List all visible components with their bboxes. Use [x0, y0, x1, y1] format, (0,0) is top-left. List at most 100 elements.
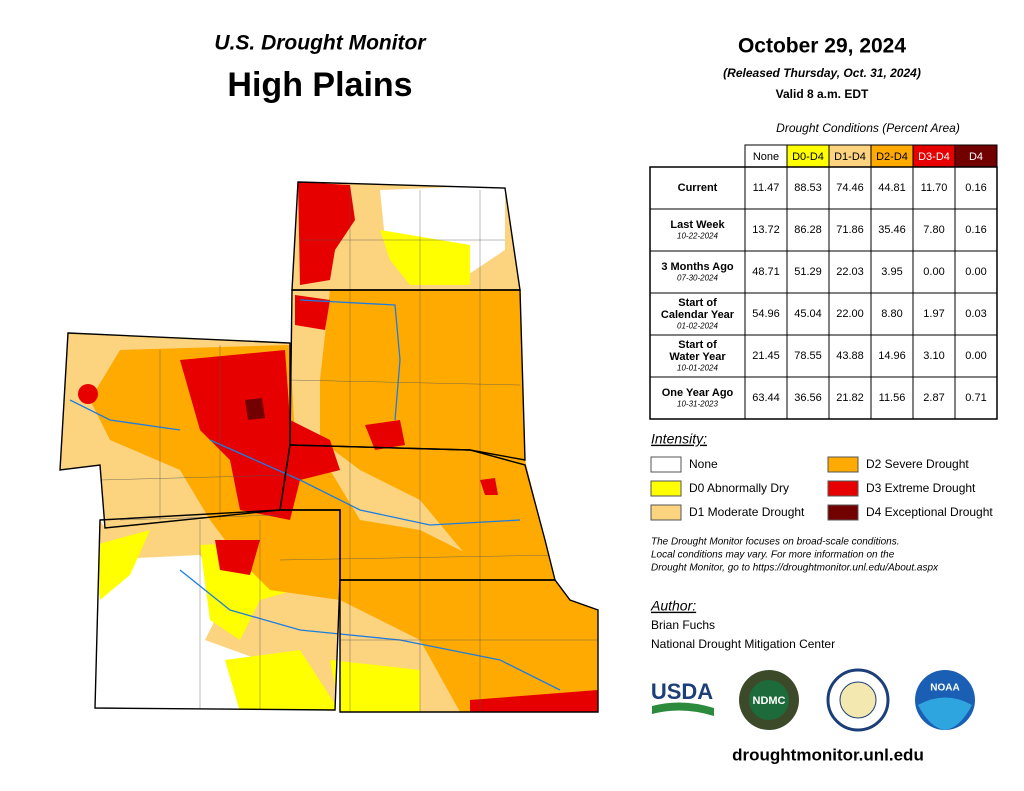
- area-none: [90, 555, 270, 712]
- cell-value: 36.56: [794, 392, 822, 404]
- conditions-table: None D0-D4 D1-D4 D2-D4 D3-D4 D4 Current 11.47 88…: [649, 144, 998, 420]
- usda-swoosh: [652, 702, 714, 716]
- row-date: 01-02-2024: [677, 321, 718, 330]
- state-borders: [59, 181, 599, 713]
- cell-value: 43.88: [836, 350, 864, 362]
- legend-swatch: [827, 480, 859, 497]
- cell-value: 0.00: [965, 350, 986, 362]
- row-label-line: Calendar Year: [661, 309, 735, 321]
- cell-value: 22.00: [836, 308, 864, 320]
- row-label: 3 Months Ago: [661, 261, 734, 273]
- cell-value: 0.00: [965, 266, 986, 278]
- url[interactable]: droughtmonitor.unl.edu: [732, 745, 924, 764]
- cell-value: 35.46: [878, 224, 906, 236]
- cell-value: 74.46: [836, 182, 864, 194]
- cell-value: 86.28: [794, 224, 822, 236]
- cell-value: 63.44: [752, 392, 780, 404]
- author-name: Brian Fuchs: [651, 618, 715, 632]
- row-label-line: Start of: [678, 339, 717, 351]
- cell-value: 45.04: [794, 308, 822, 320]
- note-line: Local conditions may vary. For more info…: [651, 550, 895, 561]
- cell-value: 44.81: [878, 182, 906, 194]
- column-header: D1-D4: [834, 151, 866, 163]
- cell-value: 48.71: [752, 266, 780, 278]
- table-caption: Drought Conditions (Percent Area): [776, 121, 960, 135]
- usda-logo: USDA: [651, 679, 713, 704]
- note: The Drought Monitor focuses on broad-sca…: [651, 537, 939, 574]
- row-date: 10-01-2024: [677, 363, 718, 372]
- legend-label: D3 Extreme Drought: [866, 481, 976, 495]
- row-date: 07-30-2024: [677, 273, 718, 282]
- cell-value: 11.56: [879, 392, 906, 404]
- logos: USDA NDMC NOAA: [651, 668, 975, 732]
- legend-title: Intensity:: [651, 431, 707, 447]
- cell-value: 2.87: [923, 392, 944, 404]
- cell-value: 13.72: [752, 224, 780, 236]
- column-header: D3-D4: [918, 151, 950, 163]
- date: October 29, 2024: [738, 35, 906, 58]
- column-header: None: [753, 151, 779, 163]
- cell-value: 88.53: [794, 182, 822, 194]
- valid-time: Valid 8 a.m. EDT: [776, 87, 869, 101]
- ndmc-logo: NDMC: [753, 695, 786, 707]
- legend-swatch: [650, 480, 682, 497]
- row-label: Last Week: [670, 219, 725, 231]
- area-d2: [320, 290, 555, 580]
- cell-value: 21.82: [836, 392, 864, 404]
- area-d3: [215, 182, 405, 575]
- row-label: Start of Calendar Year: [661, 297, 735, 321]
- note-line: The Drought Monitor focuses on broad-sca…: [651, 537, 899, 548]
- region: High Plains: [227, 66, 412, 104]
- cell-value: 0.16: [965, 182, 986, 194]
- legend-label: D4 Exceptional Drought: [866, 505, 993, 519]
- author-org: National Drought Mitigation Center: [651, 637, 835, 651]
- legend: Intensity: None D0 Abnormally Dry D1 Modera…: [650, 431, 993, 521]
- legend-swatch: [827, 456, 859, 473]
- cell-value: 1.97: [923, 308, 944, 320]
- cell-value: 21.45: [752, 350, 780, 362]
- released: (Released Thursday, Oct. 31, 2024): [723, 66, 921, 80]
- cell-value: 11.70: [921, 182, 948, 194]
- column-header: D4: [969, 151, 983, 163]
- area-d0: [380, 230, 470, 285]
- cell-value: 8.80: [881, 308, 902, 320]
- area-d3: [78, 384, 98, 404]
- commerce-seal-inner: [839, 681, 877, 719]
- cell-value: 71.86: [836, 224, 864, 236]
- area-d4: [245, 398, 265, 420]
- cell-value: 51.29: [794, 266, 822, 278]
- legend-label: None: [689, 457, 718, 471]
- cell-value: 22.03: [836, 266, 864, 278]
- map: [60, 182, 598, 712]
- column-header: D0-D4: [792, 151, 824, 163]
- cell-value: 7.80: [923, 224, 944, 236]
- row-date: 10-31-2023: [677, 399, 718, 408]
- legend-swatch: [650, 456, 682, 473]
- cell-value: 14.96: [878, 350, 906, 362]
- row-label: Start of Water Year: [669, 339, 726, 363]
- column-header: D2-D4: [876, 151, 908, 163]
- cell-value: 11.47: [753, 182, 780, 194]
- cell-value: 0.03: [965, 308, 986, 320]
- cell-value: 3.95: [881, 266, 902, 278]
- cell-value: 3.10: [923, 350, 944, 362]
- legend-swatch: [827, 504, 859, 521]
- cell-value: 78.55: [794, 350, 822, 362]
- noaa-logo: NOAA: [930, 683, 959, 694]
- note-line: Drought Monitor, go to https://droughtmo…: [651, 563, 939, 574]
- legend-label: D2 Severe Drought: [866, 457, 969, 471]
- cell-value: 0.71: [965, 392, 986, 404]
- row-date: 10-22-2024: [677, 231, 718, 240]
- cell-value: 0.16: [965, 224, 986, 236]
- row-label-line: Start of: [678, 297, 717, 309]
- cell-value: 54.96: [752, 308, 780, 320]
- legend-label: D1 Moderate Drought: [689, 505, 805, 519]
- legend-swatch: [650, 504, 682, 521]
- ndmc-core: [749, 680, 789, 720]
- title: U.S. Drought Monitor: [214, 32, 427, 55]
- row-label: One Year Ago: [662, 387, 734, 399]
- noaa-wave: [918, 697, 972, 730]
